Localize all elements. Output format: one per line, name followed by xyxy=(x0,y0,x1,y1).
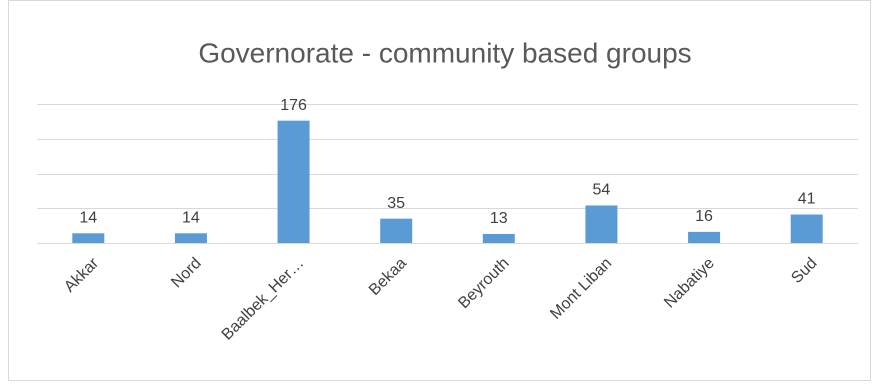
data-label: 16 xyxy=(695,208,713,225)
bar xyxy=(585,205,618,243)
bar xyxy=(482,233,515,243)
bar xyxy=(72,233,105,243)
data-label: 14 xyxy=(79,209,97,226)
bar xyxy=(688,231,721,243)
data-label: 35 xyxy=(387,195,405,212)
data-label: 176 xyxy=(280,97,307,114)
data-label: 14 xyxy=(182,209,200,226)
bar xyxy=(277,120,310,243)
bar xyxy=(790,214,823,243)
data-label: 13 xyxy=(490,210,508,227)
data-label: 41 xyxy=(798,191,816,208)
data-label: 54 xyxy=(593,182,611,199)
chart-title: Governorate - community based groups xyxy=(198,37,691,68)
chart-border xyxy=(8,0,871,381)
bar xyxy=(174,233,207,243)
bar xyxy=(380,218,413,243)
